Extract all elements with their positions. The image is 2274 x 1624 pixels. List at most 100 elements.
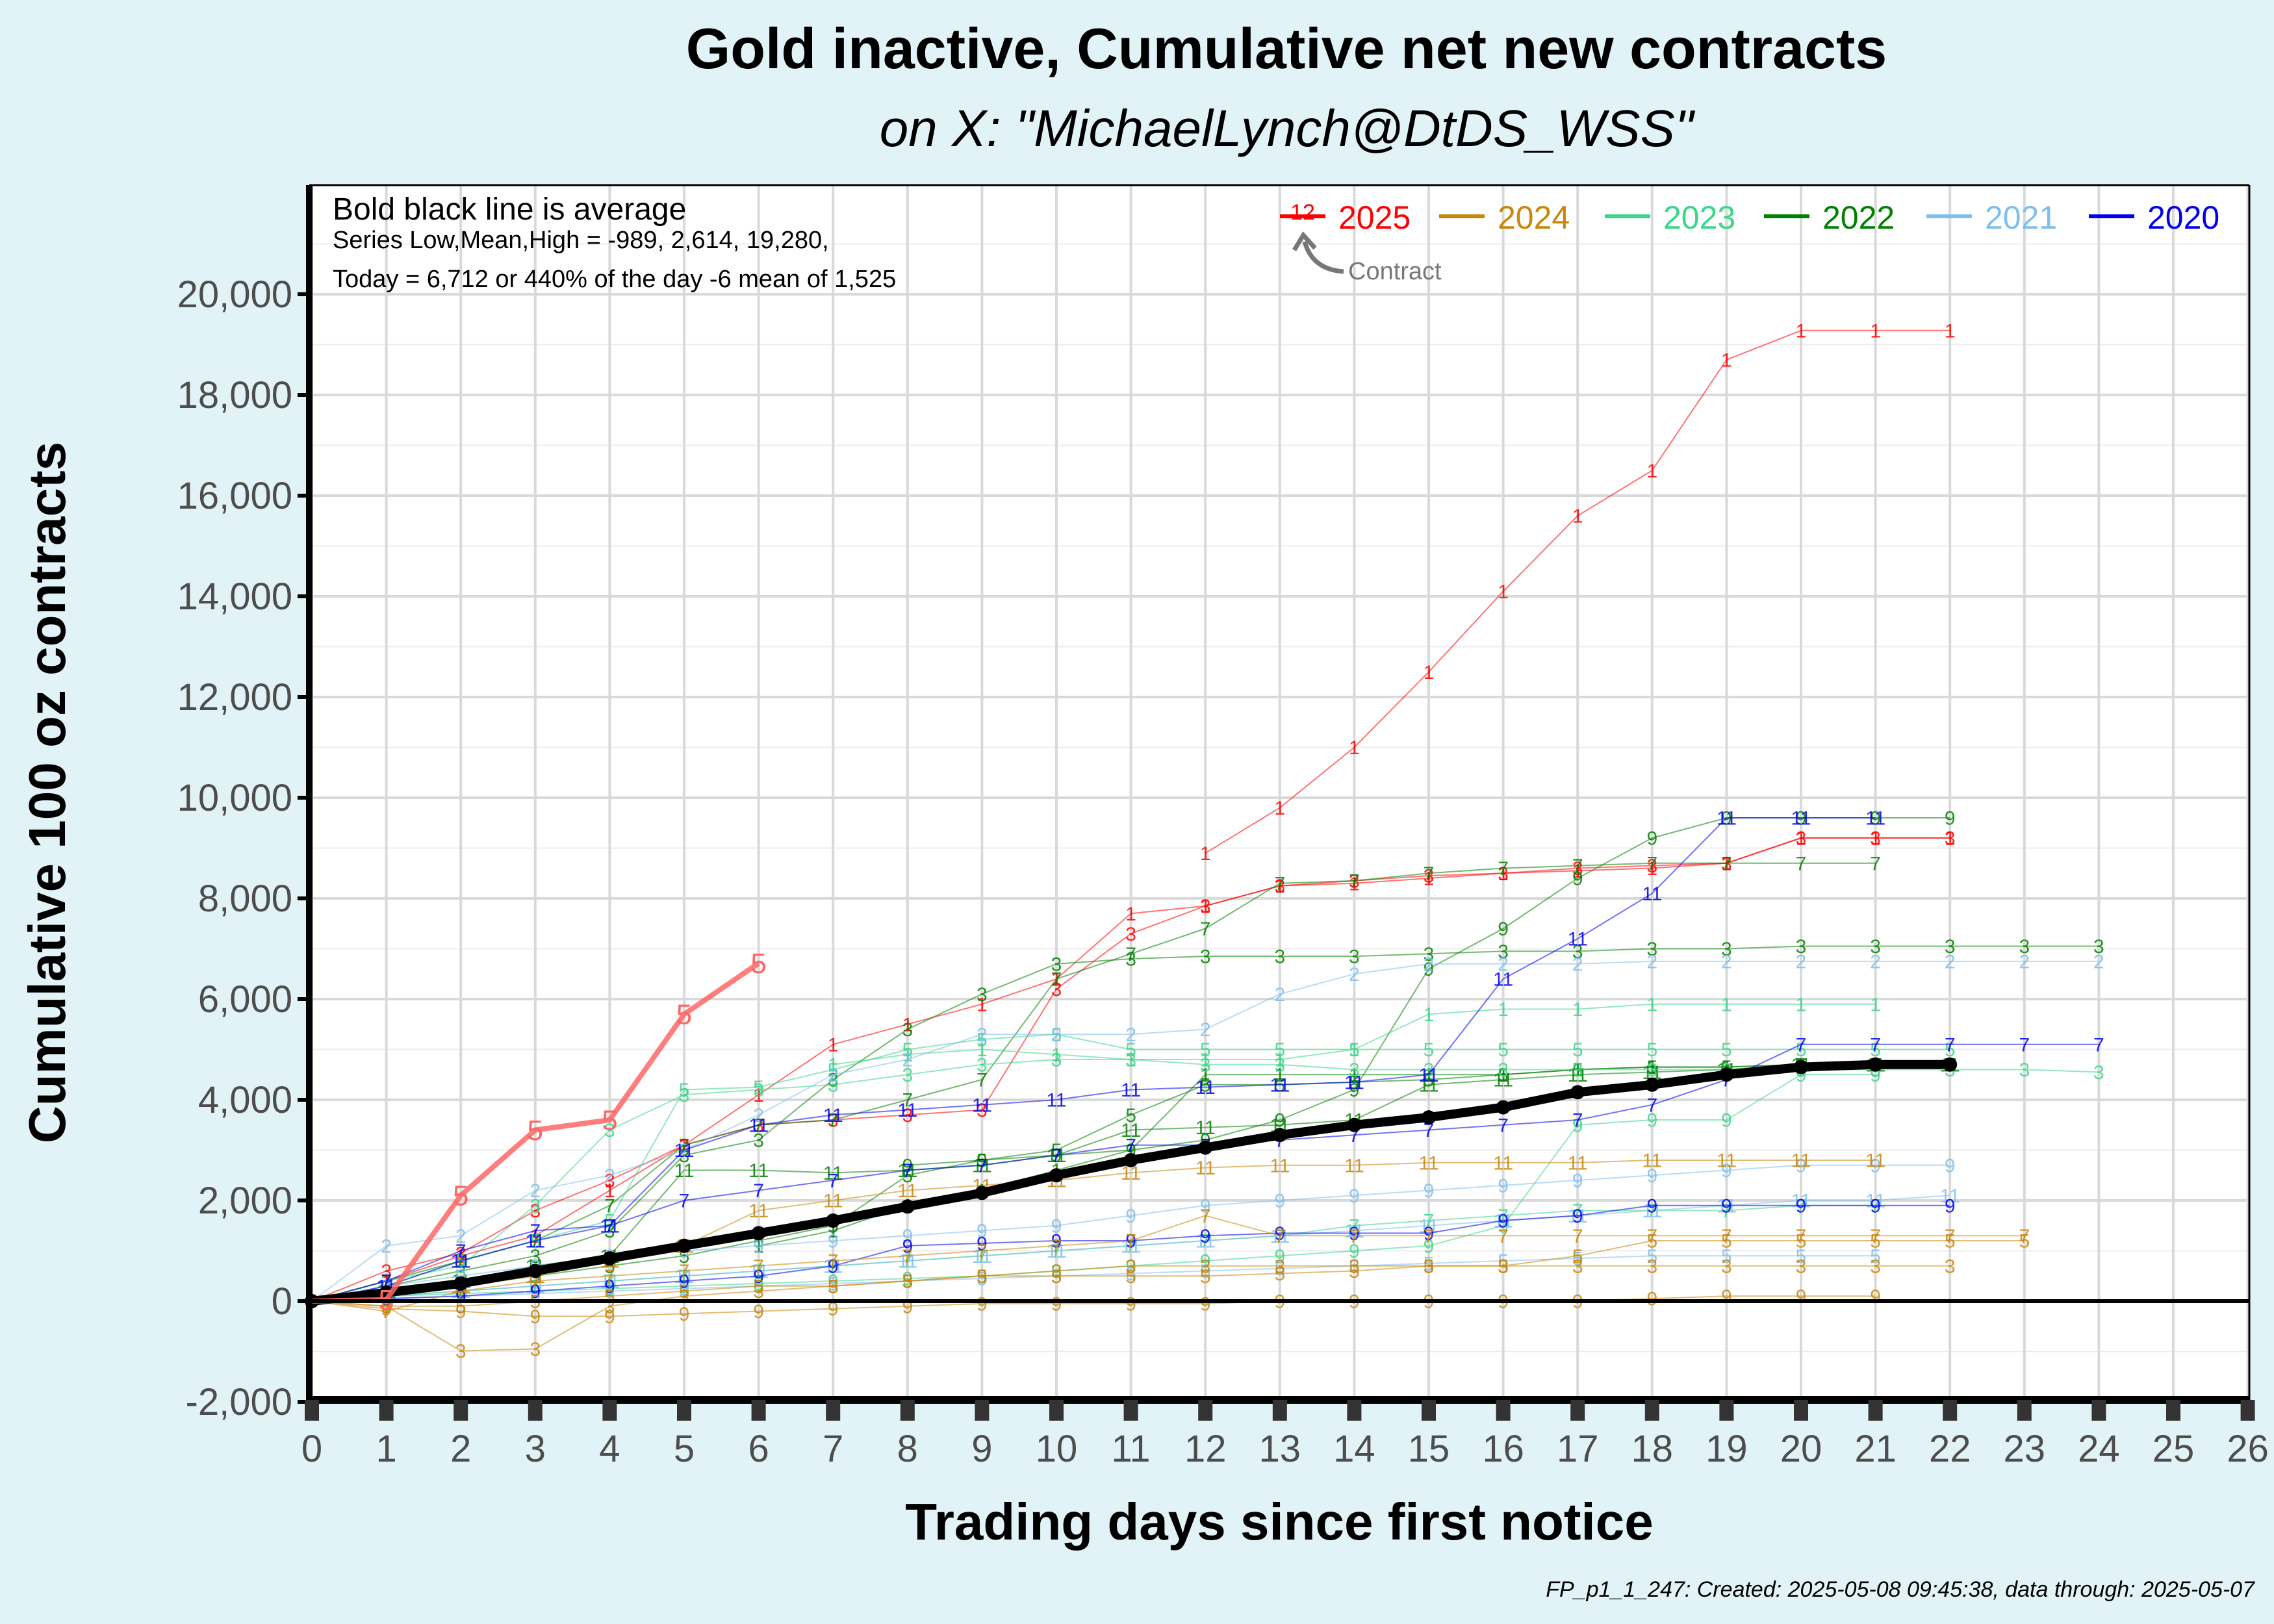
- data-label: 5: [750, 948, 766, 980]
- data-label: 11: [674, 1140, 694, 1161]
- data-label: 11: [972, 1095, 992, 1116]
- data-label: 7: [679, 1261, 690, 1282]
- data-label: 1: [1424, 662, 1435, 683]
- average-point: [528, 1263, 543, 1278]
- average-point: [1272, 1128, 1287, 1143]
- data-label: 3: [1870, 1256, 1881, 1277]
- data-label: 11: [748, 1160, 769, 1182]
- data-label: 11: [1270, 1074, 1290, 1096]
- data-label: 3: [1796, 936, 1807, 958]
- data-label: 3: [1200, 1256, 1211, 1277]
- data-label: 3: [1721, 1256, 1732, 1277]
- data-label: 9: [455, 1301, 466, 1323]
- data-label: 1: [977, 994, 988, 1015]
- data-label: 11: [1865, 1191, 1885, 1212]
- data-label: 7: [530, 1221, 541, 1242]
- data-label: 1: [1200, 1065, 1211, 1086]
- data-label: 9: [1274, 1191, 1285, 1212]
- x-tick-label: 14: [1333, 1428, 1375, 1470]
- data-label: 9: [1796, 1286, 1807, 1308]
- data-label: 3: [977, 1266, 988, 1288]
- legend-label-2023: 2023: [1663, 199, 1735, 236]
- data-label: 3: [1424, 1256, 1435, 1277]
- average-point: [1719, 1067, 1734, 1082]
- data-label: 11: [1865, 808, 1885, 830]
- data-label: 5: [1870, 1246, 1881, 1267]
- data-label: 9: [381, 1299, 392, 1320]
- data-label: 7: [1424, 1120, 1435, 1141]
- series-line-2022: [311, 945, 2099, 1302]
- data-label: 9: [1349, 1241, 1360, 1262]
- data-label: 5: [1498, 1039, 1509, 1061]
- data-label: 9: [753, 1273, 764, 1295]
- x-tick-label: 11: [1111, 1428, 1150, 1470]
- data-label: 9: [902, 1226, 913, 1247]
- data-label: 9: [1646, 1165, 1657, 1187]
- data-label: 2: [604, 1165, 615, 1187]
- data-label: 9: [1349, 1186, 1360, 1207]
- data-label: 7: [1870, 1226, 1881, 1247]
- data-label: 3: [1572, 1059, 1583, 1081]
- x-axis-title: Trading days since first notice: [905, 1493, 1653, 1551]
- x-tick-label: 21: [1854, 1428, 1897, 1470]
- data-label: 3: [828, 1074, 839, 1096]
- data-label: 9: [1424, 1236, 1435, 1257]
- data-label: 9: [828, 1231, 839, 1252]
- x-tick-label: 13: [1259, 1428, 1301, 1470]
- data-label: 3: [977, 1054, 988, 1076]
- y-tick-label: 2,000: [198, 1180, 292, 1222]
- average-point: [677, 1238, 691, 1253]
- data-label: 11: [897, 1100, 917, 1121]
- x-tick-label: 23: [2004, 1428, 2046, 1470]
- data-label: 5: [1200, 1074, 1211, 1096]
- series-line-2020: [311, 817, 1876, 1302]
- data-label: 2: [977, 1024, 988, 1046]
- data-label: 11: [897, 1251, 917, 1273]
- data-label: 3: [902, 1065, 913, 1086]
- data-label: 11: [748, 1200, 769, 1222]
- data-label: 11: [1195, 1117, 1216, 1139]
- data-label: 7: [1646, 1095, 1657, 1116]
- data-label: 5: [453, 1180, 468, 1212]
- legend-contract-hint: Contract: [1348, 258, 1442, 285]
- data-label: 3: [1945, 828, 1956, 850]
- data-label: 1: [1721, 994, 1732, 1015]
- data-label: 11: [748, 1261, 769, 1282]
- x-tick-label: 20: [1780, 1428, 1822, 1470]
- series-line-2021: [311, 1195, 1950, 1302]
- x-tick-label: 15: [1408, 1428, 1450, 1470]
- data-label: 5: [1721, 1246, 1732, 1267]
- data-label: 2: [530, 1180, 541, 1202]
- y-tick-label: 12,000: [177, 676, 292, 718]
- data-label: 1: [828, 1054, 839, 1076]
- data-label: 11: [1121, 1120, 1141, 1141]
- data-label: 1: [1125, 904, 1136, 925]
- data-label: 2: [1870, 951, 1881, 972]
- data-label: 7: [1274, 1226, 1285, 1247]
- data-label: 7: [1051, 969, 1062, 991]
- data-label: 9: [977, 1293, 988, 1315]
- data-label: 7: [1125, 944, 1136, 965]
- x-tick-label: 10: [1036, 1428, 1078, 1470]
- data-label: 9: [604, 1278, 615, 1300]
- data-label: 2: [1200, 1019, 1211, 1041]
- x-tick-label: 16: [1482, 1428, 1524, 1470]
- data-label: 3: [1945, 1256, 1956, 1277]
- series-line-2025: [1205, 329, 1950, 854]
- average-point: [1198, 1140, 1213, 1155]
- data-label: 1: [977, 1039, 988, 1061]
- data-label: 5: [1646, 1039, 1657, 1061]
- data-label: 11: [1195, 1158, 1216, 1179]
- data-label: 2: [1721, 951, 1732, 972]
- data-label: 7: [1796, 853, 1807, 874]
- data-label: 9: [1424, 1180, 1435, 1202]
- data-label: 11: [1195, 1231, 1216, 1252]
- data-label: 1: [1796, 320, 1807, 342]
- data-label: 9: [1870, 1286, 1881, 1308]
- data-label: 7: [1572, 1110, 1583, 1132]
- data-label: 5: [676, 999, 692, 1031]
- legend-label-2025: 2025: [1338, 199, 1411, 236]
- data-label: 11: [1568, 1065, 1588, 1086]
- data-label: 5: [1274, 1263, 1285, 1285]
